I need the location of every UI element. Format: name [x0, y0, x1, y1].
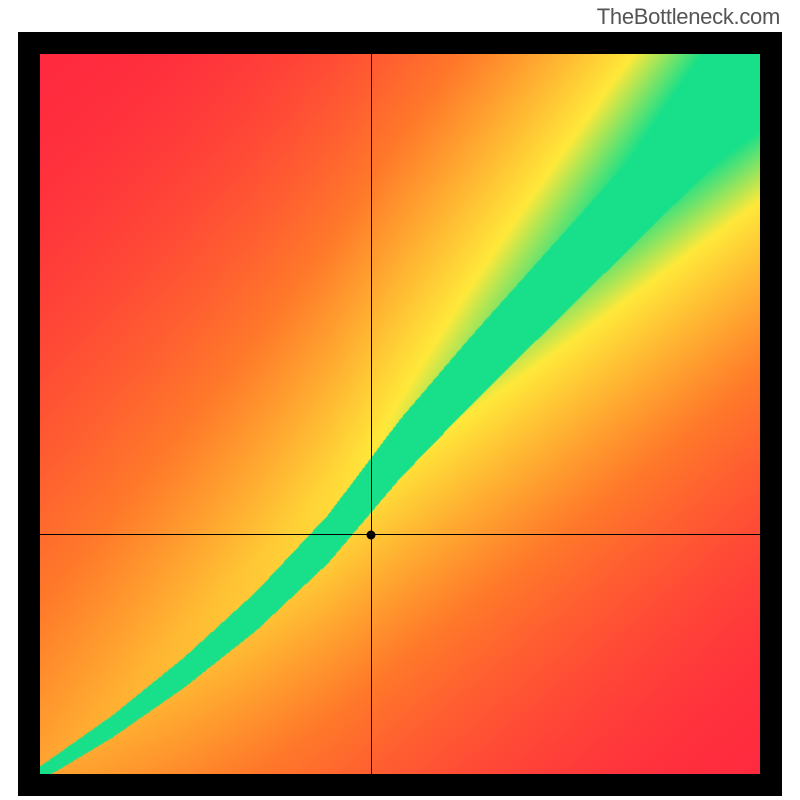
plot-area [40, 54, 760, 774]
watermark-text: TheBottleneck.com [597, 4, 780, 30]
plot-frame [18, 32, 782, 796]
heatmap-canvas [40, 54, 760, 774]
